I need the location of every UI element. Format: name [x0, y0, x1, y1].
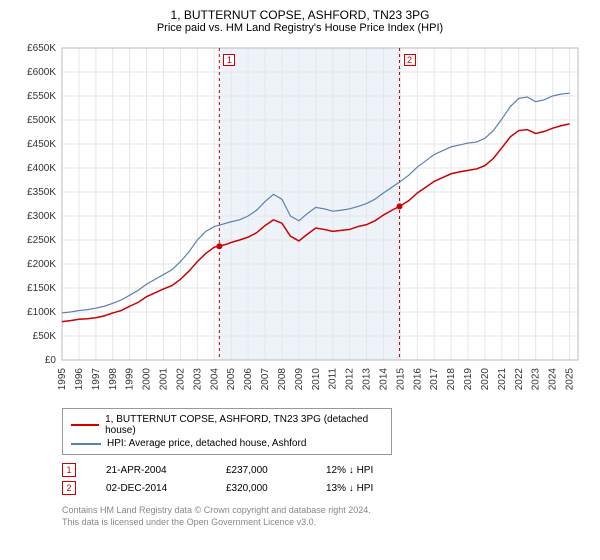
- event-diff: 13% ↓ HPI: [326, 483, 373, 494]
- chart-area: £0 £50K £100K £150K £200K £250K £300K £350K £400…: [10, 40, 590, 400]
- legend-label: HPI: Average price, detached house, Ashf…: [107, 438, 306, 449]
- x-tick-label: 1997: [91, 368, 102, 391]
- x-tick-label: 2008: [277, 368, 288, 391]
- event-diff: 12% ↓ HPI: [326, 465, 373, 476]
- event-price: £237,000: [226, 465, 296, 476]
- attribution: Contains HM Land Registry data © Crown c…: [62, 505, 590, 528]
- y-tick-label: £300K: [27, 211, 56, 222]
- x-tick-label: 2007: [260, 368, 271, 391]
- y-tick-label: £450K: [27, 139, 56, 150]
- marker-badge: 1: [223, 54, 235, 66]
- x-tick-label: 1995: [57, 368, 68, 391]
- legend-swatch: [71, 443, 101, 445]
- x-tick-label: 2006: [243, 368, 254, 391]
- x-tick-label: 2004: [209, 368, 220, 391]
- x-tick-label: 2001: [159, 368, 170, 391]
- x-tick-label: 2011: [328, 368, 339, 390]
- x-tick-label: 2005: [226, 368, 237, 391]
- y-tick-label: £0: [45, 355, 57, 366]
- event-badge: 2: [62, 481, 76, 495]
- y-tick-label: £350K: [27, 187, 56, 198]
- event-table: 1 21-APR-2004 £237,000 12% ↓ HPI 2 02-DEC-201…: [62, 461, 590, 497]
- legend-label: 1, BUTTERNUT COPSE, ASHFORD, TN23 3PG (d…: [105, 414, 383, 436]
- y-tick-label: £600K: [27, 67, 56, 78]
- legend-swatch: [71, 424, 99, 426]
- y-tick-label: £250K: [27, 235, 56, 246]
- x-tick-label: 2022: [514, 368, 525, 391]
- legend-row: HPI: Average price, detached house, Ashf…: [71, 437, 383, 450]
- x-tick-label: 2015: [395, 368, 406, 391]
- x-tick-label: 2010: [311, 368, 322, 391]
- x-tick-label: 1996: [74, 368, 85, 391]
- marker-badge: 2: [404, 54, 416, 66]
- x-tick-label: 2021: [497, 368, 508, 391]
- x-tick-label: 2014: [378, 368, 389, 391]
- y-tick-label: £200K: [27, 259, 56, 270]
- x-tick-label: 2002: [175, 368, 186, 391]
- legend: 1, BUTTERNUT COPSE, ASHFORD, TN23 3PG (d…: [62, 408, 392, 455]
- x-tick-label: 2025: [565, 368, 576, 391]
- event-row: 2 02-DEC-2014 £320,000 13% ↓ HPI: [62, 479, 590, 497]
- x-tick-label: 2024: [548, 368, 559, 391]
- x-tick-label: 2023: [531, 368, 542, 391]
- y-tick-label: £500K: [27, 115, 56, 126]
- x-tick-label: 1999: [125, 368, 136, 391]
- event-date: 21-APR-2004: [106, 465, 196, 476]
- event-date: 02-DEC-2014: [106, 483, 196, 494]
- x-tick-label: 2013: [362, 368, 373, 391]
- y-tick-label: £150K: [27, 283, 56, 294]
- x-tick-label: 2016: [412, 368, 423, 391]
- y-tick-label: £400K: [27, 163, 56, 174]
- x-tick-label: 2017: [429, 368, 440, 391]
- y-tick-label: £100K: [27, 307, 56, 318]
- x-tick-label: 2012: [345, 368, 356, 391]
- x-tick-label: 2020: [480, 368, 491, 391]
- y-tick-label: £650K: [27, 43, 56, 54]
- x-tick-label: 2003: [192, 368, 203, 391]
- chart-subtitle: Price paid vs. HM Land Registry's House …: [10, 22, 590, 34]
- attribution-line: This data is licensed under the Open Gov…: [62, 517, 590, 529]
- event-row: 1 21-APR-2004 £237,000 12% ↓ HPI: [62, 461, 590, 479]
- x-tick-label: 2000: [142, 368, 153, 391]
- marker-dot: [216, 243, 222, 249]
- attribution-line: Contains HM Land Registry data © Crown c…: [62, 505, 590, 517]
- event-price: £320,000: [226, 483, 296, 494]
- y-tick-label: £550K: [27, 91, 56, 102]
- x-tick-label: 2018: [446, 368, 457, 391]
- legend-row: 1, BUTTERNUT COPSE, ASHFORD, TN23 3PG (d…: [71, 413, 383, 437]
- x-tick-label: 2009: [294, 368, 305, 391]
- y-tick-label: £50K: [33, 331, 57, 342]
- event-badge: 1: [62, 463, 76, 477]
- x-tick-label: 2019: [463, 368, 474, 391]
- x-tick-label: 1998: [108, 368, 119, 391]
- chart-title: 1, BUTTERNUT COPSE, ASHFORD, TN23 3PG: [10, 8, 590, 22]
- marker-dot: [397, 203, 403, 209]
